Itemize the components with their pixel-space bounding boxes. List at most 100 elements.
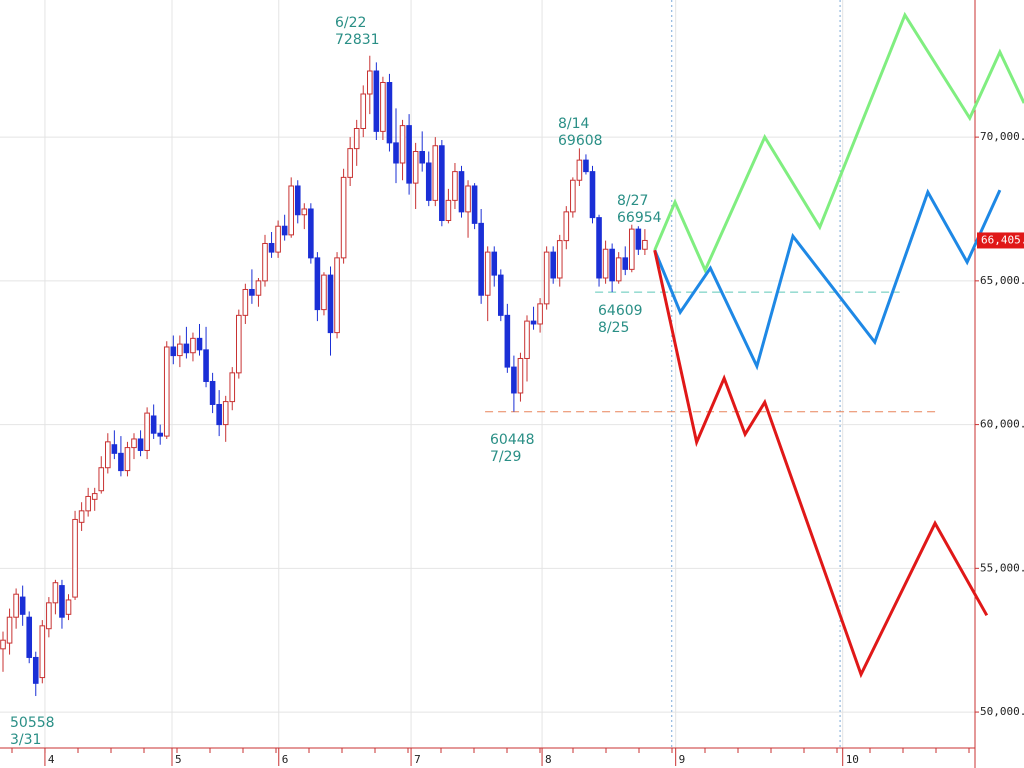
candle-body	[380, 82, 386, 132]
candle-body	[209, 380, 216, 405]
candle-body	[583, 159, 589, 173]
candle-body	[615, 257, 622, 282]
candle-body	[46, 602, 52, 630]
candle-body	[19, 596, 26, 615]
candle-body	[275, 225, 281, 253]
candle-body	[478, 222, 484, 296]
candle-body	[262, 242, 268, 282]
candle-body	[308, 208, 314, 259]
candle-body	[281, 225, 288, 236]
candle-body	[452, 171, 458, 201]
annotation: 8/25	[598, 320, 629, 336]
candle-body	[589, 171, 596, 219]
candle-body	[556, 240, 563, 279]
candle-body	[419, 150, 425, 164]
x-tick-label: 10	[846, 753, 859, 766]
candle-body	[124, 447, 131, 472]
candle-body	[543, 251, 550, 305]
candle-body	[32, 656, 39, 684]
candle-body	[105, 441, 111, 469]
candle-body	[65, 599, 72, 615]
candle-body	[118, 452, 124, 472]
candle-body	[406, 125, 412, 184]
candle-body	[242, 288, 249, 316]
candle-body	[13, 593, 19, 618]
annotation: 72831	[335, 32, 380, 48]
candle-body	[229, 372, 236, 403]
projection-line	[653, 188, 1002, 371]
candle-body	[98, 467, 105, 492]
candle-body	[236, 314, 242, 374]
annotation: 3/31	[10, 732, 41, 748]
candle-body	[386, 82, 393, 144]
candle-body	[439, 145, 445, 221]
y-tick-label: 55,000.	[980, 561, 1024, 574]
y-tick-label: 60,000.	[980, 418, 1024, 431]
candle-body	[353, 127, 360, 150]
candle-body	[255, 280, 262, 296]
annotation: 60448	[490, 432, 535, 448]
candle-body	[530, 320, 537, 325]
candle-body	[6, 616, 13, 644]
candle-body	[622, 257, 629, 270]
candle-body	[52, 582, 59, 604]
candle-body	[445, 199, 452, 221]
candle-body	[150, 415, 157, 434]
candle-body	[26, 616, 33, 658]
candle-body	[609, 248, 615, 282]
candle-body	[78, 510, 85, 523]
annotation: 64609	[598, 303, 643, 319]
annotation: 8/14	[558, 116, 590, 132]
candle-body	[39, 625, 46, 679]
candle-body	[432, 145, 439, 201]
candle-body	[635, 228, 642, 250]
x-tick-label: 7	[414, 753, 421, 766]
candle-body	[347, 148, 353, 178]
candle-body	[0, 639, 6, 650]
candle-body	[524, 320, 530, 359]
candle-body	[511, 366, 517, 394]
candle-body	[137, 438, 144, 451]
candle-body	[465, 185, 471, 213]
candle-body	[177, 343, 183, 357]
candle-body	[360, 93, 367, 129]
candle-body	[550, 251, 556, 279]
candle-body	[170, 346, 177, 357]
x-tick-label: 5	[175, 753, 182, 766]
candle-body	[642, 239, 648, 250]
candle-body	[412, 150, 419, 184]
candle-body	[570, 179, 576, 213]
candle-body	[471, 185, 478, 224]
candle-body	[628, 228, 635, 270]
candle-body	[399, 125, 406, 164]
candle-body	[216, 403, 222, 426]
candle-body	[249, 288, 255, 296]
candle-body	[484, 251, 491, 296]
y-tick-label: 70,000.	[980, 130, 1024, 143]
candle-body	[268, 242, 275, 253]
candle-body	[334, 257, 340, 334]
candle-body	[144, 412, 150, 451]
candle-body	[183, 343, 190, 354]
candle-body	[504, 314, 511, 368]
annotation: 69608	[558, 133, 603, 149]
candle-body	[537, 303, 543, 325]
candle-body	[517, 357, 524, 394]
candle-body	[367, 70, 373, 95]
candle-body	[301, 208, 308, 216]
candle-body	[111, 444, 118, 454]
y-tick-label: 50,000.	[980, 705, 1024, 718]
annotation: 7/29	[490, 449, 521, 465]
candle-body	[85, 495, 91, 512]
annotation: 50558	[10, 715, 55, 731]
candle-body	[314, 257, 321, 311]
candle-body	[425, 162, 432, 201]
candle-body	[458, 171, 465, 213]
candle-body	[288, 185, 295, 236]
candle-body	[327, 274, 334, 334]
candle-body	[294, 185, 301, 216]
candle-body	[497, 274, 504, 316]
candle-body	[163, 346, 170, 437]
annotation: 66954	[617, 210, 662, 226]
